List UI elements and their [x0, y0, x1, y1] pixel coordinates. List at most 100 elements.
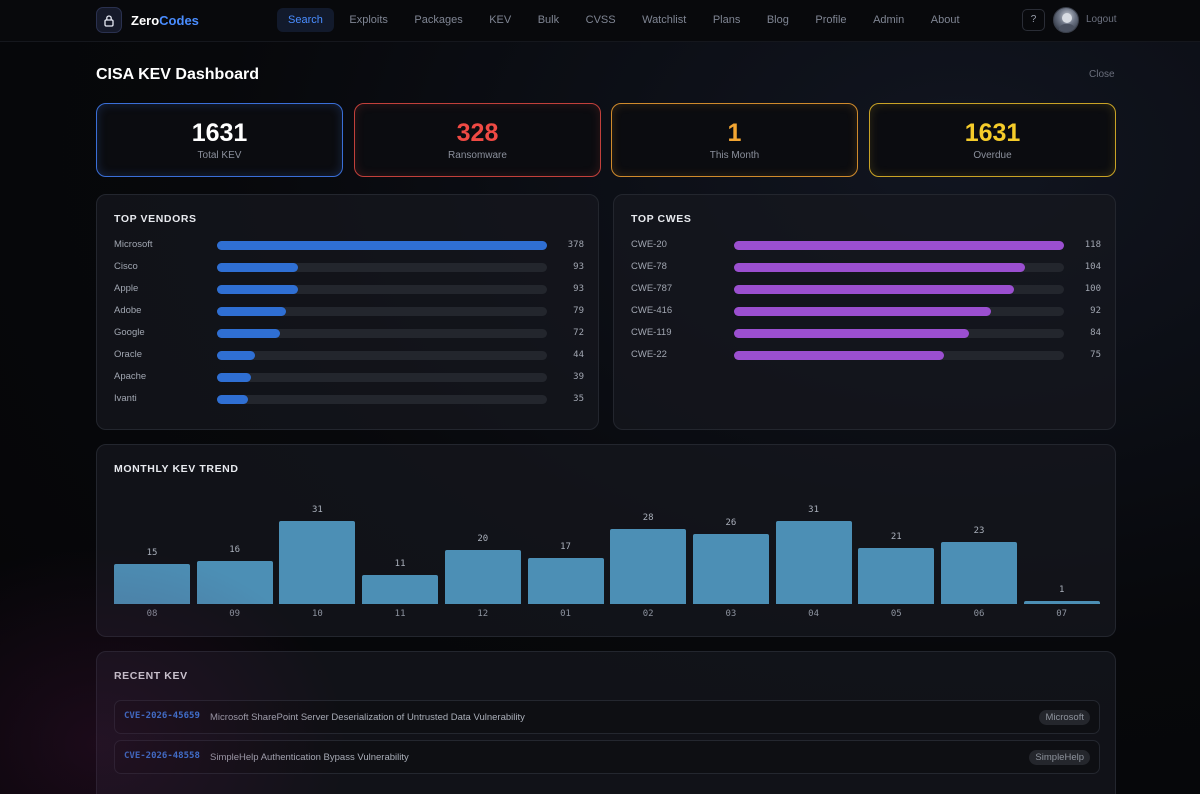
trend-month-label: 10 — [311, 609, 323, 619]
trend-bar[interactable] — [1023, 601, 1100, 604]
kev-title: SimpleHelp Authentication Bypass Vulnera… — [210, 752, 409, 763]
lock-icon — [96, 7, 122, 33]
vendor-count: 35 — [573, 394, 584, 404]
trend-month-label: 02 — [642, 609, 654, 619]
kev-row[interactable]: CVE-2026-48558 SimpleHelp Authentication … — [114, 740, 1100, 774]
vendor-name: Apache — [114, 371, 147, 382]
close-link[interactable]: Close — [1089, 69, 1115, 80]
kev-title: Microsoft SharePoint Server Deserializat… — [210, 712, 525, 723]
trend-bar[interactable] — [527, 558, 604, 604]
vendor-count: 39 — [573, 372, 584, 382]
nav-link-kev[interactable]: KEV — [489, 14, 512, 26]
cwe-name: CWE-119 — [631, 327, 672, 338]
cwe-bar-track — [734, 351, 1064, 360]
vendor-bar-track — [217, 263, 547, 272]
stat-value: 1631 — [964, 119, 1021, 147]
vendor-bar-track — [217, 351, 547, 360]
trend-month-label: 09 — [229, 609, 241, 619]
vendor-count: 93 — [573, 284, 584, 294]
nav-link-exploits[interactable]: Exploits — [349, 14, 388, 26]
stat-label: Ransomware — [448, 150, 507, 161]
vendor-bar — [217, 307, 286, 316]
trend-month-label: 05 — [890, 609, 902, 619]
vendor-count: 72 — [573, 328, 584, 338]
trend-chart: 15 08 16 09 31 10 11 11 20 12 17 01 28 02 26 03 31 04 21 05… — [114, 445, 1100, 638]
stat-card-overdue: 1631 Overdue — [869, 103, 1116, 177]
trend-bar[interactable] — [858, 547, 935, 604]
nav-link-watchlist[interactable]: Watchlist — [642, 14, 687, 26]
vendor-bar-track — [217, 307, 547, 316]
cwe-bar — [734, 285, 1014, 294]
nav-link-blog[interactable]: Blog — [766, 14, 789, 26]
cwe-count: 104 — [1084, 262, 1101, 272]
vendor-name: Google — [114, 327, 145, 338]
trend-bar[interactable] — [692, 534, 769, 604]
vendor-bar — [217, 263, 299, 272]
nav-link-about[interactable]: About — [930, 14, 960, 26]
avatar[interactable] — [1053, 7, 1079, 33]
vendor-row: Ivanti 35 — [114, 392, 584, 406]
vendor-row: Google 72 — [114, 326, 584, 340]
cwe-name: CWE-78 — [631, 261, 667, 272]
nav-link-packages[interactable]: Packages — [414, 14, 463, 26]
cwe-name: CWE-22 — [631, 349, 667, 360]
cwe-name: CWE-416 — [631, 305, 673, 316]
trend-bar[interactable] — [362, 574, 439, 604]
cwe-count: 100 — [1084, 284, 1101, 294]
cwe-bar — [734, 329, 969, 338]
trend-month-label: 07 — [1056, 609, 1068, 619]
cwe-bar — [734, 307, 992, 316]
panel-title: RECENT KEV — [114, 670, 188, 682]
trend-month-label: 04 — [808, 609, 820, 619]
vendor-bar-track — [217, 329, 547, 338]
nav-link-search[interactable]: Search — [277, 8, 334, 32]
cwe-row: CWE-119 84 — [631, 326, 1101, 340]
trend-bar-value: 28 — [642, 513, 654, 524]
vendor-bar-track — [217, 285, 547, 294]
help-button[interactable]: ? — [1022, 9, 1045, 31]
trend-bar[interactable] — [444, 550, 521, 604]
monthly-trend-panel: MONTHLY KEV TREND 15 08 16 09 31 10 11 11 20 12 17… — [96, 444, 1116, 637]
trend-bar[interactable] — [114, 563, 190, 604]
trend-bar-value: 17 — [560, 542, 571, 553]
cwe-bar-track — [734, 329, 1064, 338]
nav-links: Search Exploits Packages KEV Bulk CVSS Watchli… — [277, 8, 975, 32]
nav-link-cvss[interactable]: CVSS — [585, 14, 616, 26]
trend-bar[interactable] — [775, 521, 852, 604]
trend-bar[interactable] — [610, 529, 687, 604]
nav-link-profile[interactable]: Profile — [815, 14, 847, 26]
vendor-name: Ivanti — [114, 393, 137, 404]
stat-value: 328 — [456, 119, 499, 147]
vendor-name: Microsoft — [114, 239, 153, 250]
vendor-badge: SimpleHelp — [1029, 750, 1090, 765]
trend-bar-value: 21 — [890, 531, 902, 542]
vendor-name: Cisco — [114, 261, 138, 272]
vendor-name: Adobe — [114, 305, 142, 316]
logout-link[interactable]: Logout — [1086, 14, 1117, 25]
kev-cve-link[interactable]: CVE-2026-45659 — [124, 711, 200, 721]
vendor-row: Oracle 44 — [114, 348, 584, 362]
trend-bar-value: 26 — [725, 518, 737, 529]
vendor-count: 93 — [573, 262, 584, 272]
vendor-bar — [217, 285, 299, 294]
trend-month-label: 03 — [725, 609, 737, 619]
nav-link-bulk[interactable]: Bulk — [537, 14, 560, 26]
brand-logo[interactable]: ZeroCodes — [96, 7, 199, 33]
vendor-name: Apple — [114, 283, 139, 294]
trend-bar[interactable] — [941, 542, 1017, 604]
vendor-row: Cisco 93 — [114, 260, 584, 274]
trend-month-label: 01 — [560, 609, 571, 619]
cwe-row: CWE-787 100 — [631, 282, 1101, 296]
stat-value: 1 — [727, 119, 742, 147]
vendor-bar — [217, 373, 252, 382]
kev-cve-link[interactable]: CVE-2026-48558 — [124, 751, 200, 761]
nav-link-admin[interactable]: Admin — [873, 14, 905, 26]
trend-bar[interactable] — [279, 521, 356, 604]
nav-link-plans[interactable]: Plans — [712, 14, 741, 26]
trend-bar[interactable] — [196, 561, 273, 604]
top-cwes-panel: TOP CWES CWE-20 118 CWE-78 104 CWE-787 100 CWE… — [613, 194, 1116, 430]
cwe-name: CWE-787 — [631, 283, 673, 294]
kev-row[interactable]: CVE-2026-45659 Microsoft SharePoint Serve… — [114, 700, 1100, 734]
vendor-bar-track — [217, 395, 547, 404]
cwe-row: CWE-78 104 — [631, 260, 1101, 274]
